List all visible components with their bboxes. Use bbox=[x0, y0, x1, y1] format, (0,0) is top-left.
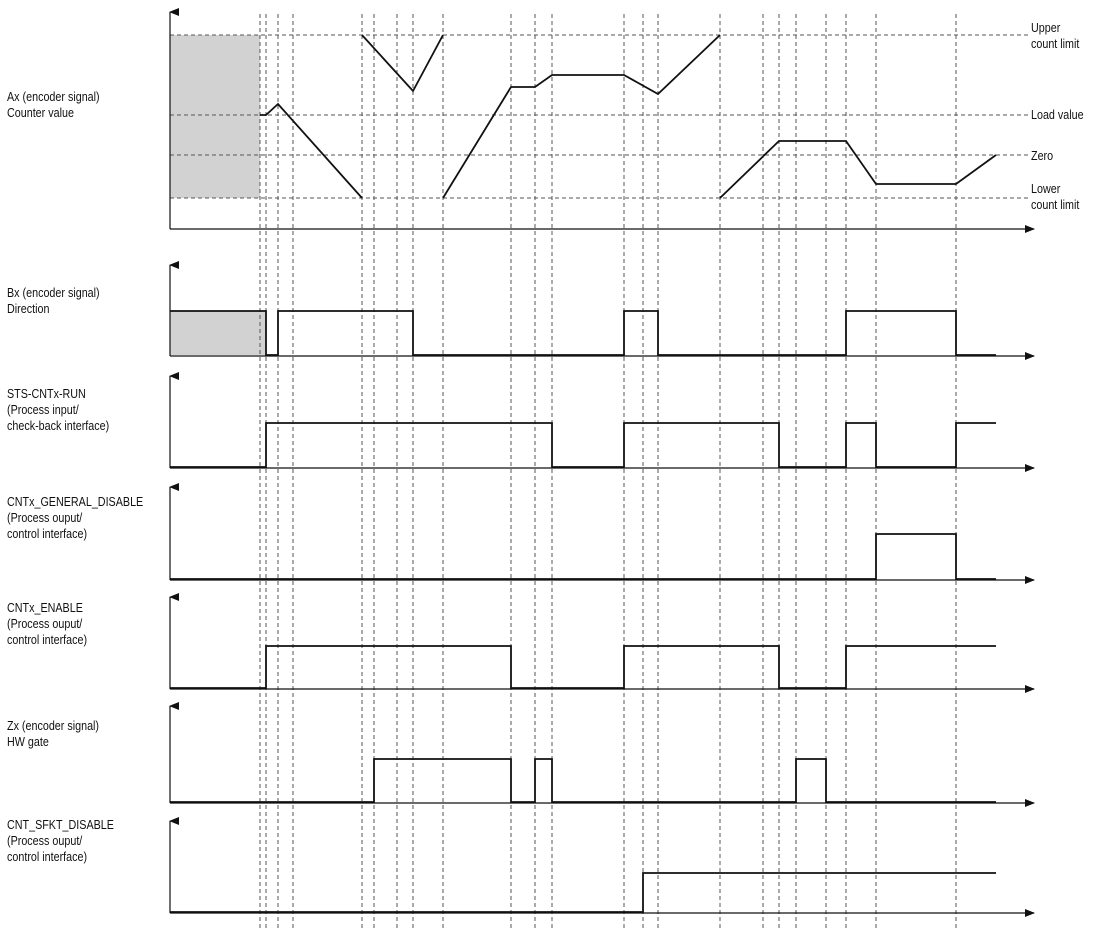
signal-label-cntx-general-disable: CNTx_GENERAL_DISABLE (Process ouput/ con… bbox=[7, 494, 145, 542]
ref-label-upper: Upper count limit bbox=[1031, 20, 1096, 52]
signal-label-line: CNT_SFKT_DISABLE bbox=[7, 818, 114, 832]
undefined-region-bx bbox=[170, 311, 265, 355]
ref-label-line: count limit bbox=[1031, 198, 1080, 212]
signal-label-line: (Process ouput/ bbox=[7, 511, 83, 525]
signal-label-line: Zx (encoder signal) bbox=[7, 719, 100, 733]
counter-value-trace bbox=[260, 102, 363, 199]
signal-label-line: STS-CNTx-RUN bbox=[7, 387, 86, 401]
ref-label-lower: Lower count limit bbox=[1031, 181, 1096, 213]
cntx-general-disable-trace bbox=[170, 533, 996, 580]
signal-label-bx: Bx (encoder signal) Direction bbox=[7, 285, 145, 317]
counter-value-trace bbox=[361, 34, 444, 93]
signal-label-line: CNTx_GENERAL_DISABLE bbox=[7, 495, 144, 509]
signal-label-sts-cntx-run: STS-CNTx-RUN (Process input/ check-back … bbox=[7, 386, 145, 434]
signal-label-line: control interface) bbox=[7, 527, 88, 541]
signal-label-line: CNTx_ENABLE bbox=[7, 601, 83, 615]
ref-label-line: Lower bbox=[1031, 182, 1061, 196]
signal-label-line: Ax (encoder signal) bbox=[7, 90, 100, 104]
sts-cntx-run-trace bbox=[170, 422, 996, 468]
cntx-enable-trace bbox=[170, 645, 996, 689]
signal-label-cnt-sfkt-disable: CNT_SFKT_DISABLE (Process ouput/ control… bbox=[7, 817, 145, 865]
ref-label-line: Load value bbox=[1031, 108, 1084, 122]
signal-label-line: (Process ouput/ bbox=[7, 617, 83, 631]
signal-label-line: Counter value bbox=[7, 106, 74, 120]
undefined-region-ax bbox=[170, 35, 260, 198]
ref-label-line: Zero bbox=[1031, 149, 1054, 163]
signal-label-line: HW gate bbox=[7, 735, 49, 749]
signal-label-line: Direction bbox=[7, 302, 50, 316]
ref-label-line: Upper bbox=[1031, 21, 1061, 35]
signal-label-line: Bx (encoder signal) bbox=[7, 286, 100, 300]
signal-label-line: control interface) bbox=[7, 850, 88, 864]
ref-label-load: Load value bbox=[1031, 107, 1096, 123]
signal-label-line: control interface) bbox=[7, 633, 88, 647]
signal-label-line: (Process input/ bbox=[7, 403, 79, 417]
signal-label-cntx-enable: CNTx_ENABLE (Process ouput/ control inte… bbox=[7, 600, 145, 648]
direction-trace bbox=[170, 310, 996, 356]
ref-label-line: count limit bbox=[1031, 37, 1080, 51]
signal-label-ax: Ax (encoder signal) Counter value bbox=[7, 89, 145, 121]
signal-label-zx: Zx (encoder signal) HW gate bbox=[7, 718, 145, 750]
counter-value-trace bbox=[719, 140, 997, 199]
ref-label-zero: Zero bbox=[1031, 148, 1096, 164]
counter-value-trace bbox=[442, 34, 721, 199]
cnt-sfkt-disable-trace bbox=[170, 872, 996, 913]
signal-label-line: (Process ouput/ bbox=[7, 834, 83, 848]
hw-gate-trace bbox=[170, 758, 996, 803]
signal-label-line: check-back interface) bbox=[7, 419, 110, 433]
